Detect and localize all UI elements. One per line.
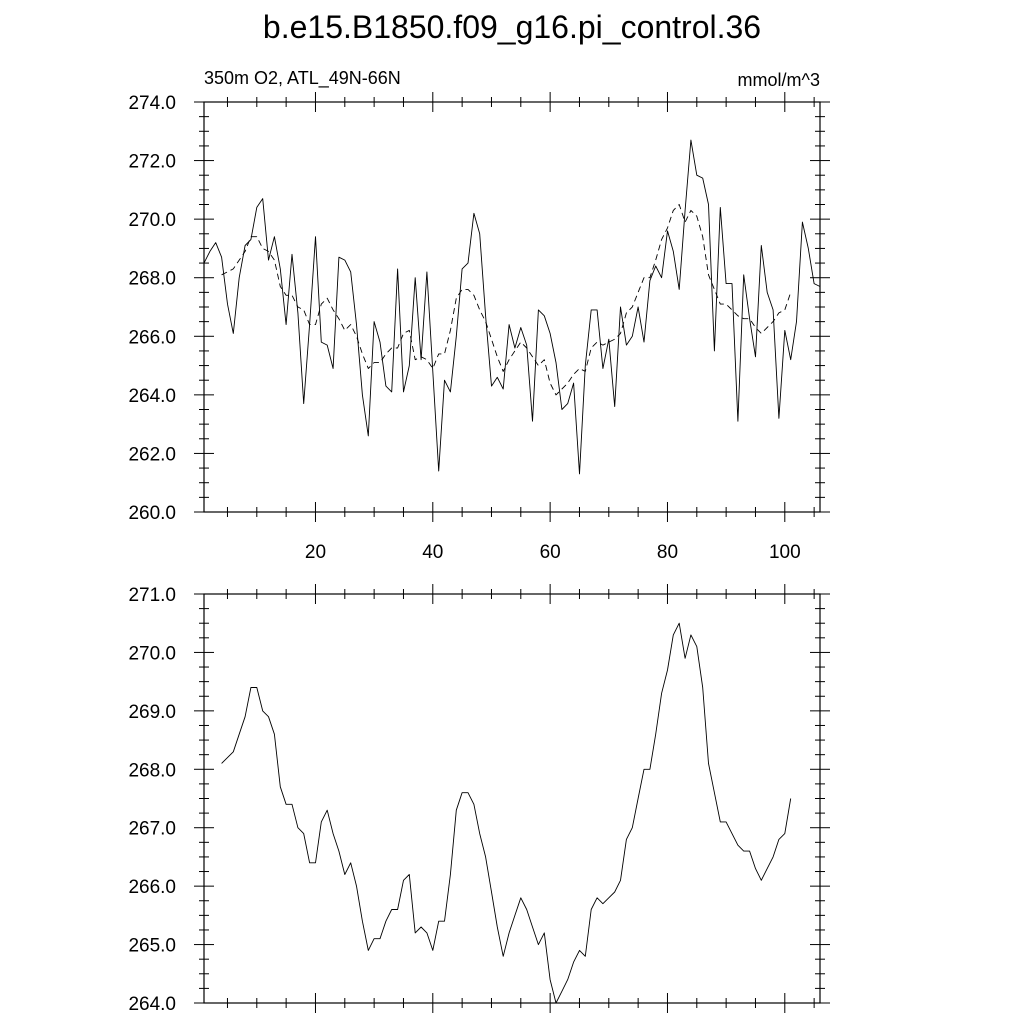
chart-title: b.e15.B1850.f09_g16.pi_control.36 <box>263 9 761 45</box>
panel-2-frame <box>203 593 821 1004</box>
panel-1-series-line <box>203 139 821 475</box>
panel-2-y-tick-label: 266.0 <box>128 877 176 898</box>
panel-1-x-tick-label: 40 <box>422 542 443 563</box>
panel-1-y-tick-label: 270.0 <box>128 210 176 231</box>
panel-1-units-label: mmol/m^3 <box>738 70 820 90</box>
panel-1-plot: 20 40 60 80 100 260.0 262.0 264.0 266.0 268.0 270.… <box>128 92 830 563</box>
panel-1-frame <box>203 101 821 513</box>
panel-2-y-tick-label: 270.0 <box>128 643 176 664</box>
panel-2-y-tick-label: 264.0 <box>128 994 176 1015</box>
panel-1-y-tick-label: 260.0 <box>128 503 176 524</box>
panel-1-y-tick-label: 266.0 <box>128 327 176 348</box>
panel-1-y-tick-label: 272.0 <box>128 152 176 173</box>
panel-2-plot: 264.0 265.0 266.0 267.0 268.0 269.0 270.0 271.0 <box>128 584 830 1015</box>
panel-2-series-line <box>221 622 792 1004</box>
panel-1-x-tick-label: 60 <box>540 542 561 563</box>
panel-1-y-tick-label: 264.0 <box>128 386 176 407</box>
panel-2-y-tick-label: 269.0 <box>128 702 176 723</box>
panel-1-y-tick-label: 262.0 <box>128 444 176 465</box>
panel-1-x-tick-label: 80 <box>657 542 678 563</box>
panel-1-series-smoothed-line <box>221 204 792 396</box>
panel-2-y-tick-label: 268.0 <box>128 760 176 781</box>
panel-1-x-tick-label: 100 <box>769 542 801 563</box>
panel-1-y-tick-label: 274.0 <box>128 93 176 114</box>
panel-1-left-label: 350m O2, ATL_49N-66N <box>204 68 401 89</box>
panel-2-y-tick-label: 271.0 <box>128 585 176 606</box>
panel-2-y-tick-label: 267.0 <box>128 819 176 840</box>
panel-1-x-tick-label: 20 <box>305 542 326 563</box>
panel-1-y-tick-label: 268.0 <box>128 269 176 290</box>
panel-2-y-tick-label: 265.0 <box>128 936 176 957</box>
